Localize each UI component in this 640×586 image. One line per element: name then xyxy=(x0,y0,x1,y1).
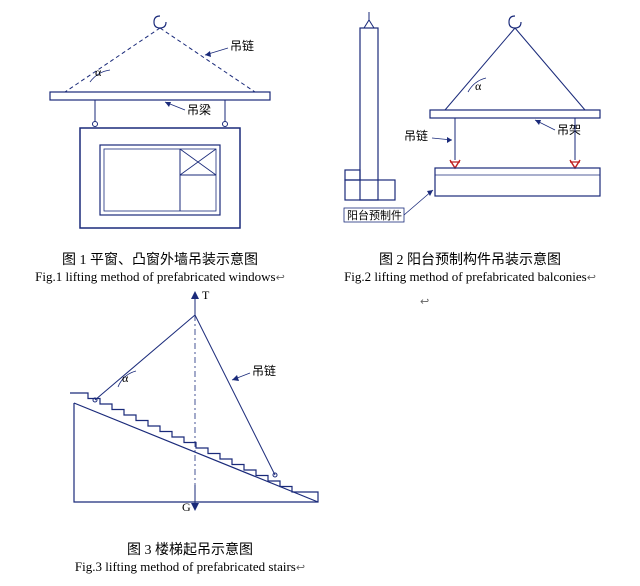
fig2-svg: α 吊架 吊链 xyxy=(320,10,620,240)
figure-row-2: T G α 吊链 图 3 楼梯起吊示意图 Fig.3 lifting xyxy=(10,285,630,575)
fig2-frame-label: 吊架 xyxy=(557,123,581,137)
marker-icon: ↩ xyxy=(276,272,285,284)
fig2-caption-en: Fig.2 lifting method of prefabricated ba… xyxy=(344,269,587,284)
placeholder-marker: ↩ xyxy=(420,295,429,308)
fig1-angle: α xyxy=(95,65,102,79)
fig3-chain-label: 吊链 xyxy=(252,363,276,378)
fig1-beam-label: 吊梁 xyxy=(187,102,211,117)
fig3-svg: T G α 吊链 xyxy=(40,285,340,530)
fig1-svg: α 吊链 吊梁 xyxy=(20,10,300,240)
figure-3: T G α 吊链 图 3 楼梯起吊示意图 Fig.3 lifting xyxy=(40,285,340,575)
fig2-balcony-label: 阳台预制件 xyxy=(347,208,402,222)
fig1-chain-label: 吊链 xyxy=(230,38,254,53)
marker-icon: ↩ xyxy=(296,562,305,574)
fig2-chain-label: 吊链 xyxy=(404,128,428,143)
figure-row-1: α 吊链 吊梁 图 1 平窗、凸窗 xyxy=(10,10,630,285)
fig1-caption-en: Fig.1 lifting method of prefabricated wi… xyxy=(35,269,275,284)
marker-icon: ↩ xyxy=(587,272,596,284)
fig3-angle: α xyxy=(122,371,129,385)
figure-2: α 吊架 吊链 xyxy=(320,10,620,285)
fig3-top-label: T xyxy=(202,288,210,302)
fig1-caption-cn: 图 1 平窗、凸窗外墙吊装示意图 xyxy=(20,249,300,269)
fig2-caption-cn: 图 2 阳台预制构件吊装示意图 xyxy=(320,249,620,269)
fig2-angle: α xyxy=(475,79,482,93)
figure-1: α 吊链 吊梁 图 1 平窗、凸窗 xyxy=(20,10,300,285)
fig3-caption-en: Fig.3 lifting method of prefabricated st… xyxy=(75,559,296,574)
fig3-caption-cn: 图 3 楼梯起吊示意图 xyxy=(40,539,340,559)
